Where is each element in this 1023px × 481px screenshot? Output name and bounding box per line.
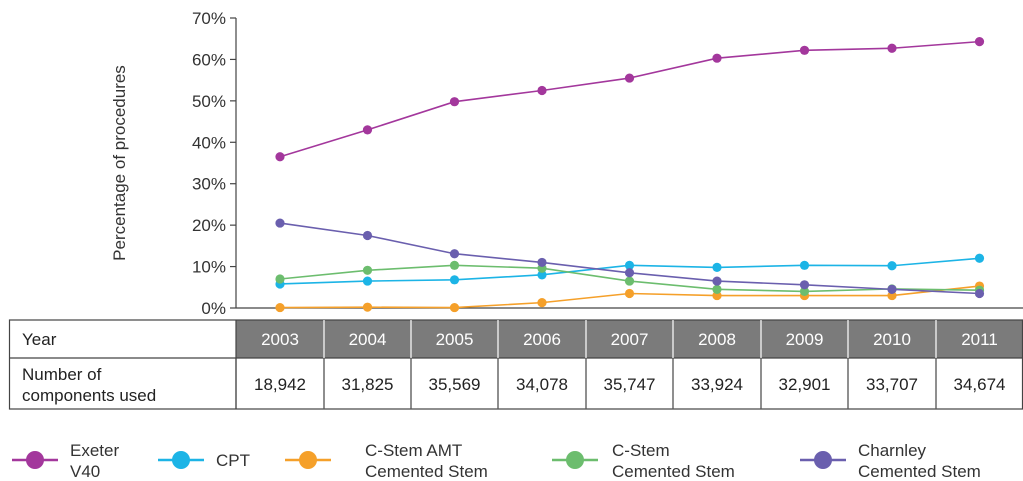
series-line <box>279 40 980 158</box>
x-tick-label: 2007 <box>611 330 649 349</box>
data-point <box>887 261 897 271</box>
component-count: 32,901 <box>779 375 831 394</box>
legend-marker <box>299 451 317 469</box>
component-count: 31,825 <box>342 375 394 394</box>
y-tick-label: 20% <box>192 216 226 235</box>
components-table: Year Number of components used 2003 18,942 20… <box>8 319 1023 410</box>
data-point <box>624 288 635 299</box>
year-header-bg <box>236 320 1023 358</box>
data-point <box>712 53 722 63</box>
series-2 <box>275 253 985 289</box>
data-point <box>275 218 285 228</box>
legend-label: Charnley <box>858 441 927 460</box>
x-tick-label: 2008 <box>698 330 736 349</box>
data-point <box>275 152 285 162</box>
data-point <box>537 85 547 96</box>
component-count: 34,078 <box>516 375 568 394</box>
data-point <box>275 302 285 313</box>
legend-marker <box>26 451 44 469</box>
data-point <box>449 275 460 285</box>
data-point <box>449 97 460 107</box>
data-point <box>624 276 635 286</box>
components-row-label: Number of <box>22 365 102 384</box>
y-tick-label: 30% <box>192 175 226 194</box>
x-tick-label: 2010 <box>873 330 911 349</box>
legend-label: Cemented Stem <box>858 462 981 481</box>
data-point <box>887 43 897 53</box>
data-point <box>974 253 985 263</box>
data-point <box>887 284 897 294</box>
data-point <box>362 125 373 135</box>
component-count: 18,942 <box>254 375 306 394</box>
legend-label: C-Stem AMT <box>365 441 462 460</box>
data-point <box>449 249 460 259</box>
components-row-label: components used <box>22 386 156 405</box>
legend-marker <box>814 451 832 469</box>
data-point <box>537 298 547 308</box>
data-point <box>362 265 373 275</box>
legend-item-4: C-Stem Cemented Stem <box>552 441 735 481</box>
y-tick-label: 60% <box>192 50 226 69</box>
data-point <box>624 73 635 83</box>
data-point <box>712 262 722 272</box>
data-point <box>362 276 373 286</box>
legend-label: Cemented Stem <box>612 462 735 481</box>
y-tick-label: 50% <box>192 92 226 111</box>
data-point <box>275 274 285 284</box>
component-count: 34,674 <box>954 375 1006 394</box>
legend-item-2: CPT <box>158 451 250 470</box>
x-tick-label: 2011 <box>961 330 998 349</box>
data-point <box>624 268 635 278</box>
y-tick-label: 40% <box>192 133 226 152</box>
legend-item-1: Exeter V40 <box>12 441 119 481</box>
data-point <box>799 280 810 290</box>
series-5 <box>275 218 985 299</box>
data-point <box>712 284 722 294</box>
data-point <box>449 260 460 270</box>
y-axis-label: Percentage of procedures <box>110 65 129 261</box>
x-tick-label: 2006 <box>523 330 561 349</box>
y-tick-label: 70% <box>192 9 226 28</box>
year-row-label: Year <box>22 330 57 349</box>
data-point <box>799 45 810 55</box>
data-point <box>362 302 373 312</box>
data-point <box>799 286 810 297</box>
data-point <box>974 37 985 47</box>
series-1 <box>275 37 985 162</box>
x-tick-label: 2004 <box>349 330 387 349</box>
series-3 <box>275 281 985 313</box>
data-point <box>624 260 635 270</box>
data-point <box>449 302 460 313</box>
component-count: 33,924 <box>691 375 743 394</box>
legend-marker <box>566 451 584 469</box>
data-point <box>362 230 373 241</box>
x-tick-label: 2003 <box>261 330 299 349</box>
legend-marker <box>172 451 190 469</box>
legend-label: Exeter <box>70 441 119 460</box>
legend-label: V40 <box>70 462 100 481</box>
x-tick-label: 2005 <box>436 330 474 349</box>
legend-label: Cemented Stem <box>365 462 488 481</box>
data-point <box>712 276 722 286</box>
component-count: 35,747 <box>604 375 656 394</box>
legend-label: C-Stem <box>612 441 670 460</box>
component-count: 33,707 <box>866 375 918 394</box>
legend-label: CPT <box>216 451 250 470</box>
series-layer <box>275 37 985 313</box>
component-count: 35,569 <box>429 375 481 394</box>
legend-item-3: C-Stem AMT Cemented Stem <box>285 441 488 481</box>
chart-axes: 0% 10% 20% 30% 40% 50% 60% 70% Percentage of pro… <box>110 9 1023 318</box>
x-tick-label: 2009 <box>786 330 824 349</box>
data-point <box>974 288 985 299</box>
y-tick-label: 0% <box>201 299 226 318</box>
data-point <box>537 270 547 280</box>
data-point <box>537 257 547 268</box>
y-tick-label: 10% <box>192 258 226 277</box>
legend-item-5: Charnley Cemented Stem <box>800 441 981 481</box>
data-point <box>799 260 810 270</box>
